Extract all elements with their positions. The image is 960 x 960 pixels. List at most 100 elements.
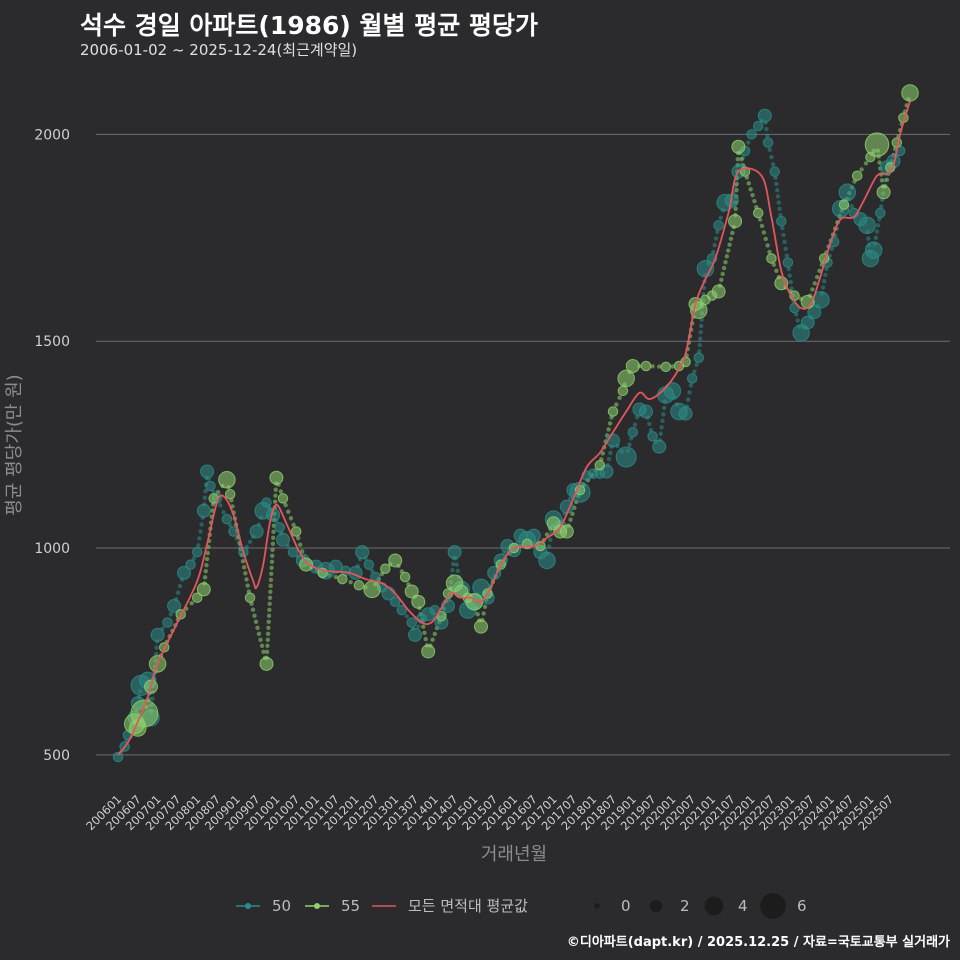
- trail-dot-55: [245, 583, 250, 588]
- data-point-50: [200, 464, 215, 479]
- trail-dot-55: [270, 541, 276, 546]
- trail-dot-55: [272, 499, 278, 504]
- data-point-50: [274, 522, 285, 533]
- trail-dot-55: [295, 535, 301, 541]
- plot-area: [112, 84, 919, 763]
- trail-dot-55: [879, 178, 885, 183]
- trail-dot-50: [548, 537, 553, 542]
- trail-dot-50: [788, 279, 793, 285]
- data-point-55: [876, 185, 891, 200]
- data-point-55: [411, 594, 426, 609]
- trail-dot-55: [270, 553, 275, 558]
- trail-dot-55: [241, 565, 247, 570]
- data-point-55: [380, 563, 391, 574]
- trail-dot-50: [823, 272, 828, 278]
- trail-dot-55: [256, 631, 262, 636]
- size-legend-label: 4: [738, 897, 748, 915]
- data-point-55: [191, 592, 203, 603]
- data-point-50: [615, 446, 637, 468]
- data-point-50: [782, 257, 794, 268]
- data-point-50: [746, 129, 757, 140]
- data-point-55: [625, 359, 640, 374]
- data-point-55: [290, 526, 302, 537]
- trail-dot-55: [266, 613, 272, 619]
- size-legend-circle: [649, 899, 663, 913]
- trail-dot-55: [271, 535, 276, 540]
- trail-dot-50: [228, 523, 233, 528]
- trail-dot-50: [688, 383, 694, 388]
- trail-dot-50: [661, 412, 666, 417]
- trail-dot-50: [866, 236, 871, 241]
- trail-dot-55: [812, 281, 817, 286]
- trail-dot-50: [199, 522, 204, 527]
- trail-dot-50: [711, 249, 716, 255]
- trail-dot-50: [175, 590, 181, 595]
- data-point-55: [851, 170, 863, 181]
- legend-label-55: 55: [341, 897, 360, 915]
- trail-dot-55: [746, 181, 751, 186]
- trail-dot-55: [724, 254, 730, 259]
- trail-dot-55: [752, 198, 757, 204]
- trail-dot-55: [481, 611, 486, 616]
- legend-marker-50: [245, 903, 251, 909]
- trail-dot-55: [269, 559, 275, 564]
- trail-dot-55: [728, 236, 734, 241]
- y-axis-ticks: 500 1000 1500 2000: [34, 127, 70, 764]
- trail-dot-55: [265, 631, 271, 637]
- trail-dot-55: [264, 649, 270, 655]
- trail-dot-55: [204, 562, 209, 568]
- data-point-50: [276, 532, 290, 547]
- data-point-55: [864, 132, 890, 157]
- data-point-50: [652, 439, 667, 454]
- data-point-55: [660, 361, 672, 373]
- trail-dot-50: [168, 612, 173, 617]
- trail-dot-55: [614, 402, 619, 407]
- trail-dot-55: [475, 612, 480, 617]
- trail-dot-55: [734, 181, 739, 187]
- data-point-55: [269, 470, 284, 485]
- data-point-50: [177, 565, 191, 580]
- data-point-50: [752, 120, 764, 132]
- data-point-50: [196, 503, 211, 518]
- data-point-55: [559, 524, 574, 539]
- data-point-55: [244, 592, 256, 603]
- data-point-55: [838, 199, 850, 210]
- data-point-55: [421, 644, 436, 659]
- data-point-50: [150, 627, 165, 642]
- trail-dot-55: [348, 579, 353, 585]
- trail-dot-55: [202, 575, 208, 580]
- trail-dot-55: [333, 574, 338, 580]
- trail-dot-50: [786, 266, 792, 272]
- trail-dot-55: [286, 509, 291, 514]
- data-point-55: [711, 284, 726, 299]
- data-point-55: [277, 493, 289, 504]
- trail-dot-55: [761, 230, 767, 235]
- trail-dot-50: [873, 235, 879, 240]
- data-point-50: [858, 216, 876, 235]
- data-point-50: [389, 596, 401, 608]
- trail-dot-50: [746, 140, 751, 145]
- data-point-55: [901, 84, 919, 102]
- trail-dot-55: [734, 187, 739, 193]
- y-tick-label: 2000: [34, 127, 70, 143]
- trail-dot-50: [774, 187, 780, 193]
- data-point-50: [396, 604, 408, 616]
- trail-dot-50: [767, 147, 772, 153]
- data-point-50: [261, 497, 272, 508]
- trail-dot-50: [658, 431, 664, 436]
- legend: 50 55 모든 면적대 평균값 0 2 4 6: [236, 893, 807, 919]
- data-point-55: [353, 580, 365, 591]
- data-point-50: [875, 207, 886, 219]
- trail-dot-55: [273, 493, 278, 498]
- trail-dot-55: [765, 243, 770, 248]
- trail-dot-55: [288, 516, 294, 521]
- trail-dot-55: [733, 206, 738, 211]
- data-point-55: [218, 471, 236, 489]
- chart-title: 석수 경일 아파트(1986) 월별 평균 평당가: [80, 11, 538, 40]
- trail-dot-55: [243, 571, 248, 576]
- data-point-55: [594, 460, 606, 471]
- trail-dot-50: [777, 206, 782, 211]
- trail-dot-55: [568, 517, 573, 522]
- trail-dot-50: [661, 405, 667, 411]
- trail-dot-50: [784, 253, 789, 258]
